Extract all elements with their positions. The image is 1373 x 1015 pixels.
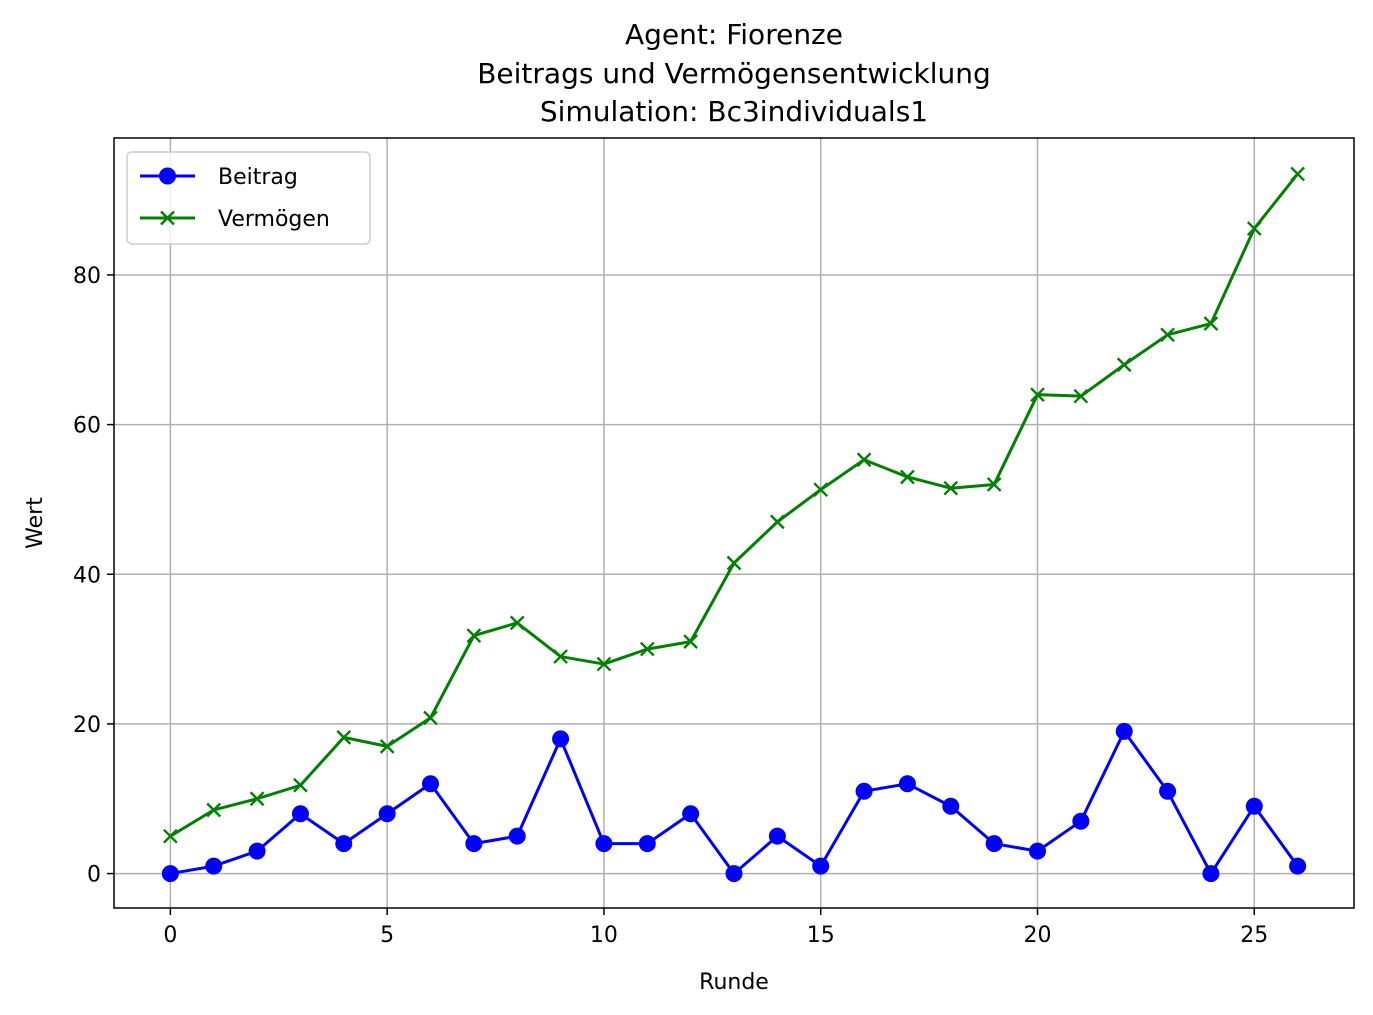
data-point-beitrag: [1028, 842, 1046, 860]
data-point-vermoegen: [293, 777, 308, 793]
x-tick-label: 0: [163, 923, 177, 948]
series-beitrag: [161, 722, 1307, 883]
series-layer: [161, 166, 1307, 883]
y-tick-label: 40: [73, 563, 101, 588]
data-point-beitrag: [1245, 797, 1263, 815]
data-point-beitrag: [508, 827, 526, 845]
data-point-beitrag: [595, 835, 613, 853]
data-point-vermoegen: [726, 555, 742, 571]
chart-title-line-1: Agent: Fiorenze: [625, 18, 843, 51]
data-point-beitrag: [1202, 865, 1220, 883]
data-point-vermoegen: [943, 480, 959, 496]
data-point-vermoegen: [986, 477, 1002, 492]
data-point-vermoegen: [1073, 388, 1089, 404]
data-point-beitrag: [552, 730, 570, 748]
data-point-beitrag: [291, 805, 309, 823]
data-point-beitrag: [898, 775, 916, 793]
data-point-beitrag: [768, 827, 786, 845]
data-point-vermoegen: [1160, 327, 1175, 343]
data-point-beitrag: [248, 842, 266, 860]
grid: [114, 138, 1354, 908]
data-point-beitrag: [161, 865, 179, 883]
y-axis-label: Wert: [23, 497, 48, 549]
data-point-vermoegen: [596, 656, 612, 672]
data-point-vermoegen: [1030, 387, 1045, 403]
legend-label-beitrag: Beitrag: [218, 165, 298, 190]
data-point-vermoegen: [1203, 316, 1219, 331]
data-point-vermoegen: [163, 828, 178, 844]
data-point-vermoegen: [1290, 166, 1305, 182]
data-point-beitrag: [638, 835, 656, 853]
y-tick-label: 80: [73, 264, 101, 289]
data-point-beitrag: [985, 835, 1003, 853]
x-tick-label: 15: [807, 923, 835, 948]
data-point-vermoegen: [639, 641, 655, 657]
legend: Beitrag Vermögen: [126, 151, 371, 245]
legend-marker-beitrag: [159, 167, 176, 185]
x-tick-label: 20: [1023, 923, 1051, 948]
data-point-vermoegen: [813, 482, 829, 498]
y-tick-label: 0: [87, 863, 101, 888]
data-point-vermoegen: [1246, 221, 1262, 236]
data-point-vermoegen: [336, 730, 352, 745]
data-point-vermoegen: [379, 739, 395, 754]
data-point-beitrag: [378, 805, 396, 823]
data-point-vermoegen: [249, 791, 265, 807]
data-point-vermoegen: [423, 710, 438, 726]
data-point-vermoegen: [206, 802, 222, 818]
chart-title-line-2: Beitrags und Vermögensentwicklung: [477, 57, 991, 90]
y-tick-label: 20: [73, 713, 101, 738]
plot-frame: [113, 137, 1355, 909]
legend-label-vermoegen: Vermögen: [218, 207, 330, 232]
data-point-beitrag: [812, 857, 830, 875]
data-point-beitrag: [335, 835, 353, 853]
data-point-vermoegen: [553, 649, 568, 664]
x-tick-label: 10: [590, 923, 618, 948]
data-point-beitrag: [1289, 857, 1307, 875]
data-point-vermoegen: [683, 634, 698, 649]
series-vermoegen: [163, 166, 1305, 844]
data-point-beitrag: [422, 775, 440, 793]
data-point-vermoegen: [900, 469, 915, 485]
data-point-beitrag: [465, 835, 483, 853]
data-point-beitrag: [205, 857, 223, 875]
chart-title-line-3: Simulation: Bc3individuals1: [540, 95, 928, 128]
data-point-beitrag: [1159, 782, 1177, 800]
data-point-vermoegen: [466, 628, 482, 643]
axis-ticks: 0 5 10 15 20 25 0 20 40 60 80: [73, 264, 1268, 948]
data-point-vermoegen: [856, 452, 872, 468]
data-point-vermoegen: [770, 514, 785, 530]
data-point-beitrag: [942, 797, 960, 815]
y-tick-label: 60: [73, 414, 101, 439]
legend-keys: [140, 167, 195, 226]
x-tick-label: 25: [1240, 923, 1268, 948]
data-point-beitrag: [1072, 812, 1090, 830]
legend-marker-vermoegen: [160, 210, 175, 226]
data-point-beitrag: [725, 865, 743, 883]
data-point-beitrag: [855, 782, 873, 800]
data-point-vermoegen: [509, 615, 525, 631]
data-point-vermoegen: [1116, 357, 1132, 373]
data-point-beitrag: [682, 805, 700, 823]
x-tick-label: 5: [380, 923, 394, 948]
data-point-beitrag: [1115, 722, 1133, 740]
x-axis-label: Runde: [699, 970, 769, 995]
